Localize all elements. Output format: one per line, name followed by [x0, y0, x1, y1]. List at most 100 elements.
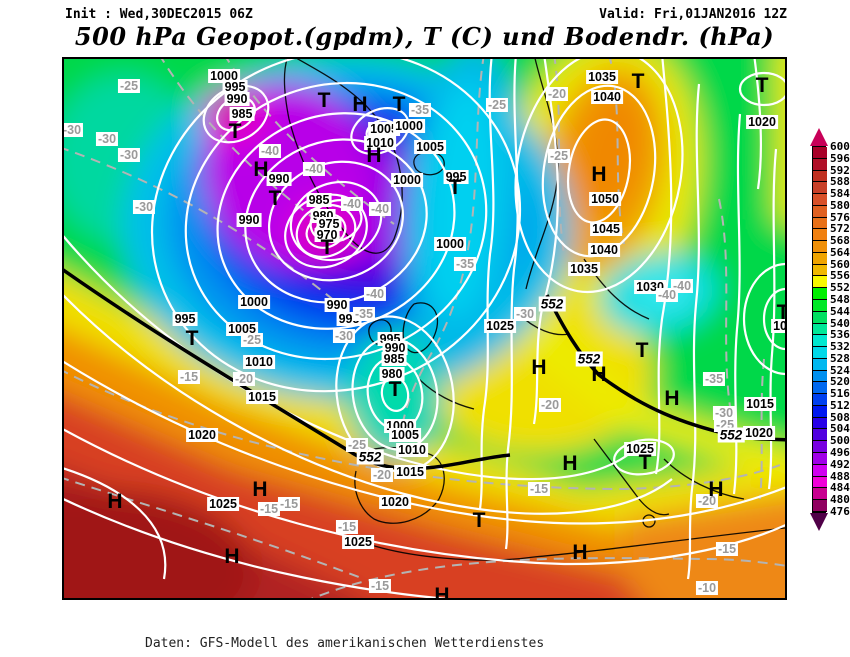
colorbar-segment: [813, 311, 827, 324]
colorbar-segment: [813, 358, 827, 371]
high-pressure-marker: H: [434, 584, 450, 600]
low-pressure-marker: T: [777, 302, 785, 323]
low-pressure-marker: T: [392, 93, 406, 116]
colorbar-segment: [813, 241, 827, 253]
low-pressure-marker: T: [472, 509, 486, 532]
colorbar-segment: [813, 464, 827, 477]
high-pressure-marker: H: [708, 478, 724, 501]
temperature-label: -25: [485, 98, 509, 112]
temperature-label: -40: [655, 288, 679, 302]
colorbar-tick-label: 600: [830, 140, 850, 153]
temperature-label: -30: [62, 123, 84, 137]
low-pressure-marker: T: [185, 327, 199, 350]
chart-title: 500 hPa Geopot.(gpdm), T (C) und Bodendr…: [74, 22, 775, 51]
colorbar-segment: [813, 488, 827, 501]
colorbar-tick-label: 572: [830, 222, 850, 236]
pressure-label: 995: [222, 80, 248, 94]
pressure-label: 975: [316, 217, 342, 231]
pressure-label: 1015: [394, 465, 426, 479]
thickness-552-label: 552: [356, 449, 384, 465]
thickness-552-label: 552: [575, 351, 603, 367]
low-pressure-marker: T: [631, 70, 645, 93]
pressure-label: 1035: [568, 262, 600, 276]
temperature-label: -40: [302, 162, 326, 176]
colorbar-tick-label: 596: [830, 151, 850, 165]
thickness-552-label: 552: [538, 296, 566, 312]
colorbar-tick-label: 560: [830, 257, 850, 271]
low-pressure-marker: T: [317, 89, 331, 112]
temperature-label: -40: [363, 287, 387, 301]
temperature-label: -30: [513, 307, 537, 321]
colorbar-tick-label: 580: [830, 198, 850, 212]
temperature-label: -10: [695, 581, 719, 595]
colorbar-arrow-bottom-icon: [810, 512, 828, 531]
colorbar-tick-label: 536: [830, 328, 850, 342]
high-pressure-marker: H: [562, 452, 578, 475]
temperature-label: -15: [257, 502, 281, 516]
low-pressure-marker: T: [635, 339, 649, 362]
colorbar-tick-label: 504: [830, 422, 850, 436]
colorbar-tick-label: 564: [830, 245, 850, 259]
colorbar-segment: [813, 453, 827, 465]
colorbar-segment: [813, 347, 827, 359]
colorbar-segment: [813, 217, 827, 230]
pressure-label: 1005: [226, 322, 258, 336]
temperature-label: -20: [370, 468, 394, 482]
temperature-label: -35: [702, 372, 726, 386]
colorbar-segment: [813, 300, 827, 312]
colorbar-segment: [813, 417, 827, 430]
colorbar-tick-label: 588: [830, 175, 850, 189]
temperature-label: -40: [340, 197, 364, 211]
high-pressure-marker: H: [366, 144, 382, 167]
temperature-label: -25: [345, 438, 369, 452]
pressure-label: 1040: [591, 90, 623, 104]
pressure-label: 1020: [379, 495, 411, 509]
temperature-label: -30: [332, 329, 356, 343]
colorbar-segment: [813, 323, 827, 336]
high-pressure-marker: H: [572, 541, 588, 564]
pressure-label: 1005: [771, 319, 785, 333]
colorbar-segment: [813, 288, 827, 300]
high-pressure-marker: H: [591, 363, 607, 386]
pressure-label: 1025: [484, 319, 516, 333]
pressure-label: 995: [443, 170, 469, 184]
pressure-label: 990: [236, 213, 262, 227]
colorbar-segment: [813, 370, 827, 383]
colorbar-tick-label: 492: [830, 457, 850, 471]
colorbar-segment: [813, 205, 827, 218]
pressure-label: 1020: [746, 115, 778, 129]
pressure-label: 1025: [207, 497, 239, 511]
valid-time-label: Valid: Fri,01JAN2016 12Z: [599, 7, 787, 22]
high-pressure-marker: H: [591, 163, 607, 186]
temperature-label: -20: [545, 87, 569, 101]
colorbar-tick-label: 584: [830, 187, 850, 201]
pressure-label: 1035: [586, 70, 618, 84]
pressure-label: 990: [266, 172, 292, 186]
temperature-label: -20: [538, 398, 562, 412]
map-labels-layer: 1000 995 990 985 1005 1000 1010 1005 1000 995 990 9…: [64, 59, 785, 598]
footer-data-source: Daten: GFS-Modell des amerikanischen Wet…: [145, 636, 545, 651]
low-pressure-marker: T: [448, 176, 462, 199]
colorbar-tick-label: 532: [830, 340, 850, 354]
colorbar-tick-label: 496: [830, 446, 850, 460]
geopotential-colorbar: 600 596 592 588 584 580 576 572 568 564 560 556 552 5…: [810, 128, 850, 540]
temperature-label: -25: [547, 149, 571, 163]
low-pressure-marker: T: [755, 74, 769, 97]
temperature-label: -20: [695, 494, 719, 508]
colorbar-segment: [813, 335, 827, 348]
pressure-label: 985: [229, 107, 255, 121]
pressure-label: 1020: [186, 428, 218, 442]
temperature-label: -35: [352, 307, 376, 321]
init-time-label: Init : Wed,30DEC2015 06Z: [65, 7, 253, 22]
low-pressure-marker: T: [320, 236, 334, 259]
pressure-label: 1010: [243, 355, 275, 369]
pressure-label: 1005: [389, 428, 421, 442]
high-pressure-marker: H: [664, 387, 680, 410]
pressure-label: 990: [324, 298, 350, 312]
pressure-label: 1000: [238, 295, 270, 309]
pressure-label: 1000: [208, 69, 240, 83]
high-pressure-marker: H: [107, 490, 123, 513]
pressure-label: 1000: [391, 173, 423, 187]
colorbar-segment: [813, 500, 827, 512]
colorbar-segment: [813, 194, 827, 206]
